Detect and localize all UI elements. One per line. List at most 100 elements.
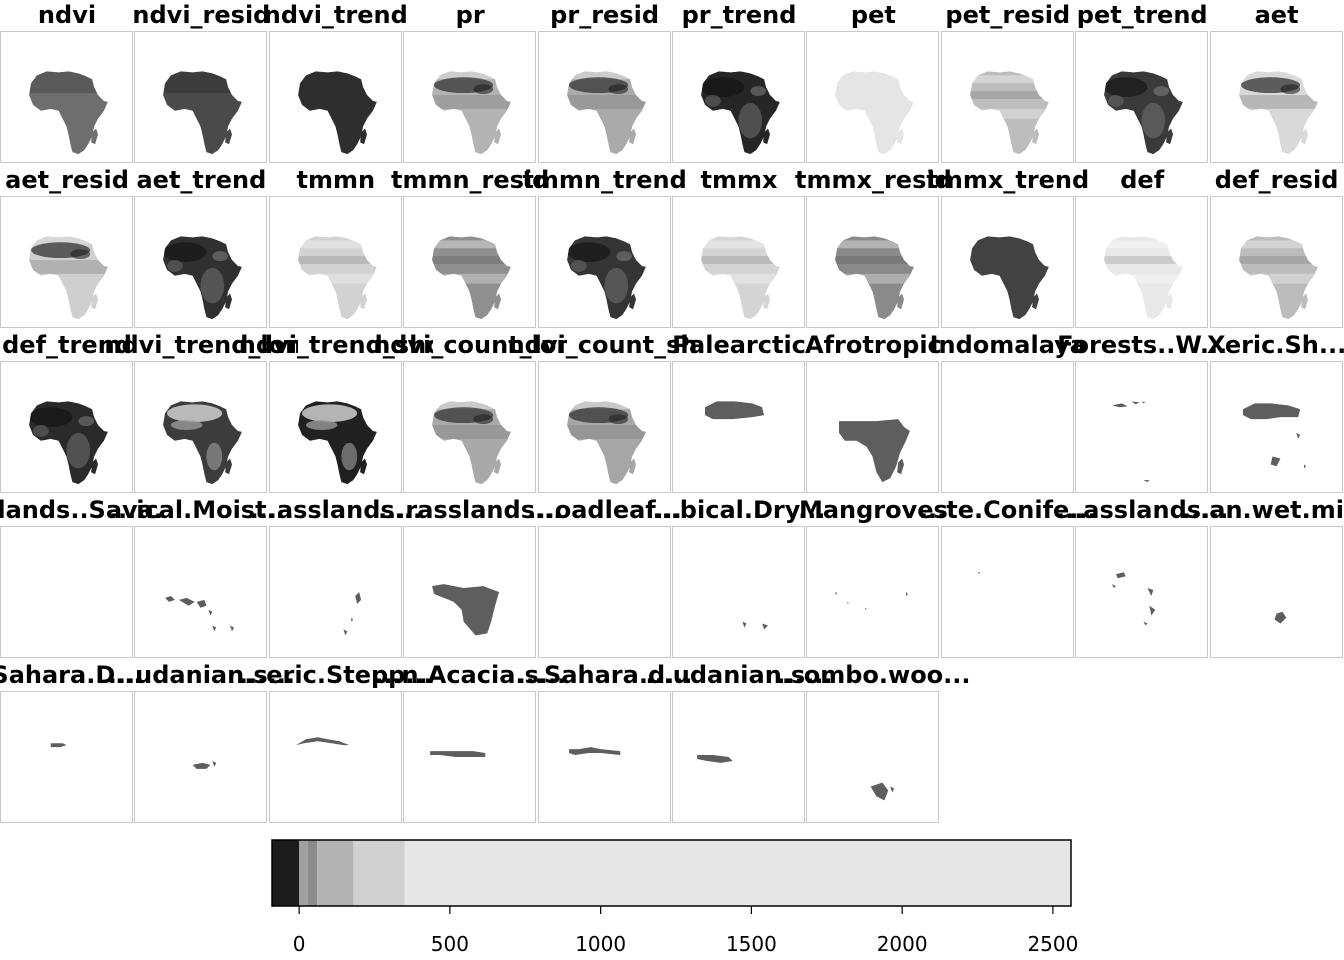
africa-map [430, 751, 486, 757]
map-frame [134, 196, 268, 328]
panel-title: tmmx_resid [795, 166, 952, 194]
map-frame [806, 31, 940, 163]
panel-title: ...ical.Moist... [108, 496, 294, 524]
map-panel: tmmx_resid [795, 165, 952, 329]
map-panel: Xeric.Sh... [1207, 330, 1344, 494]
map-frame [537, 31, 671, 163]
map-frame [806, 361, 940, 493]
map-panel: pet [806, 0, 940, 164]
map-frame [672, 196, 805, 328]
map-frame [537, 196, 671, 328]
legend-tick-label: 1000 [575, 932, 626, 956]
legend-swatch [317, 840, 354, 906]
africa-map [701, 236, 780, 320]
map-panel: Forests..W... [1057, 330, 1227, 494]
map-frame [403, 691, 537, 823]
panel-title: ...eric.Stepp... [238, 661, 433, 689]
map-frame [672, 526, 805, 658]
map-frame [268, 526, 402, 658]
africa-map [1112, 401, 1150, 483]
map-frame [134, 691, 268, 823]
panel-title: tmmn_trend [522, 166, 687, 194]
africa-map [297, 236, 377, 320]
africa-map [1104, 71, 1184, 155]
panel-title: Sahara.D... [0, 661, 143, 689]
map-panel: ...ombo.woo... [776, 660, 970, 824]
panel-title: ...te.Conife... [918, 496, 1097, 524]
map-frame [134, 361, 268, 493]
map-frame [537, 526, 671, 658]
map-frame [1075, 31, 1209, 163]
panel-title: ndvi_trend_long [104, 331, 299, 359]
africa-map [539, 527, 670, 657]
map-frame [134, 31, 268, 163]
map-panel: ndvi_trend [264, 0, 408, 164]
map-panel: ...an.wet.mi... [1182, 495, 1344, 659]
panel-title: ndvi_trend_short [238, 331, 433, 359]
map-panel: ...asslands... [1056, 495, 1228, 659]
africa-map [870, 782, 895, 801]
map-frame [0, 196, 133, 328]
africa-map [839, 419, 911, 483]
panel-title: def_trend [2, 331, 132, 359]
africa-map [701, 71, 780, 155]
panel-title: tmmx_trend [926, 166, 1090, 194]
panel-title: pet_resid [945, 1, 1071, 29]
panel-title: ...asslands... [1055, 496, 1229, 524]
legend-frame [271, 839, 1072, 907]
map-panel: aet_resid [0, 165, 134, 329]
panel-title: ndvi_count_short [507, 331, 702, 359]
panel-title: Forests..W... [1057, 331, 1228, 359]
africa-map [29, 401, 108, 485]
map-panel: aet [1209, 0, 1344, 164]
map-panel-grid: ndvi ndvi_resid ndvi_trend pr pr_resid pr_tre… [0, 0, 1344, 824]
map-panel: ...ical.Moist... [109, 495, 294, 659]
africa-map [942, 362, 1073, 492]
map-frame [1209, 361, 1343, 493]
map-panel: pr [403, 0, 537, 164]
map-panel: ...udanian.s... [108, 660, 295, 824]
map-panel: tmmx [672, 165, 806, 329]
map-frame [1075, 196, 1209, 328]
map-panel: def_trend [0, 330, 134, 494]
map-panel: ndvi_count_short [508, 330, 702, 494]
map-panel: ...rasslands... [378, 495, 562, 659]
panel-title: tmmn_resid [390, 166, 550, 194]
legend-tick-label: 2500 [1027, 932, 1078, 956]
map-frame [940, 526, 1074, 658]
legend-swatch [353, 840, 405, 906]
map-panel: ndvi_resid [132, 0, 270, 164]
map-frame [672, 361, 805, 493]
africa-map [295, 737, 350, 746]
map-panel: pet_resid [940, 0, 1075, 164]
map-panel: ...lands..Sava... [0, 495, 164, 659]
map-panel: ndvi [0, 0, 134, 164]
map-panel: def [1075, 165, 1209, 329]
map-panel: ...Sahara.d... [517, 660, 692, 824]
map-frame [268, 31, 402, 163]
africa-map [742, 621, 769, 630]
map-panel: tmmn [268, 165, 403, 329]
africa-map [1104, 236, 1184, 320]
panel-title: ...lands..Sava... [0, 496, 164, 524]
map-panel: ndvi_trend_short [239, 330, 433, 494]
map-frame [403, 31, 537, 163]
africa-map [432, 236, 512, 320]
map-panel: Indomalaya [930, 330, 1086, 494]
africa-map [343, 592, 361, 636]
panel-title: ...asslands... [249, 496, 423, 524]
map-frame [268, 691, 402, 823]
africa-map [969, 71, 1049, 155]
map-panel: ndvi_count_long [373, 330, 567, 494]
panel-title: pet_trend [1076, 1, 1208, 29]
panel-title: tmmx [700, 166, 778, 194]
map-frame [0, 31, 133, 163]
africa-map [29, 71, 108, 155]
map-frame [0, 526, 133, 658]
panel-title: Xeric.Sh... [1206, 331, 1344, 359]
legend-tick-label: 2000 [877, 932, 928, 956]
map-panel: ...bical.Dry... [652, 495, 826, 659]
map-frame [940, 361, 1074, 493]
map-frame [403, 361, 537, 493]
panel-title: ...udanian.s... [645, 661, 833, 689]
